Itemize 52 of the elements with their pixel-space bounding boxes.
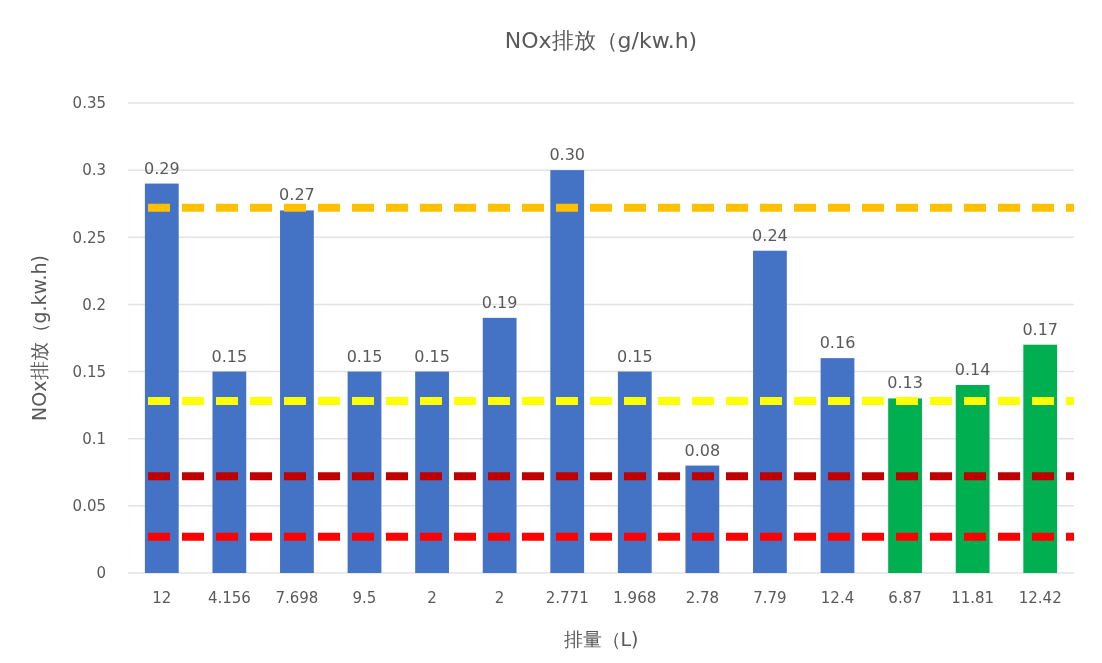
x-tick-label: 2 (427, 589, 437, 607)
bar (685, 465, 720, 573)
bar (212, 371, 247, 573)
bar (888, 398, 922, 573)
x-tick-label: 2.771 (545, 589, 589, 607)
bar (753, 250, 787, 573)
data-label: 0.15 (211, 346, 248, 366)
data-label: 0.14 (954, 360, 991, 379)
data-label: 0.16 (819, 333, 856, 353)
y-tick-label: 0.15 (72, 362, 106, 381)
data-label: 0.24 (752, 225, 788, 245)
x-tick-label: 2.78 (685, 589, 720, 607)
x-tick-label: 12.4 (820, 589, 855, 607)
chart-title: NOx排放（g/kw.h) (504, 28, 698, 53)
data-label: 0.15 (346, 346, 383, 366)
y-tick-label: 0.2 (82, 295, 106, 314)
data-label: 0.15 (414, 346, 450, 366)
x-tick-label: 2 (494, 589, 505, 607)
x-tick-label: 7.79 (753, 589, 787, 607)
x-tick-label: 1.968 (613, 589, 657, 607)
y-tick-label: 0.1 (82, 429, 106, 448)
y-tick-label: 0.35 (72, 94, 106, 113)
data-label: 0.13 (887, 373, 923, 393)
x-tick-label: 12 (152, 589, 172, 607)
y-tick-label: 0.25 (72, 228, 106, 247)
x-tick-label: 12.42 (1018, 589, 1062, 607)
bar (482, 317, 517, 573)
data-label: 0.15 (616, 346, 653, 366)
bar (550, 170, 585, 573)
x-tick-label: 11.81 (951, 589, 995, 607)
y-tick-label: 0.05 (72, 497, 106, 516)
bar (820, 358, 855, 573)
bar (955, 385, 990, 573)
x-axis-title: 排量（L) (563, 628, 639, 650)
bar (144, 183, 179, 573)
bar (415, 371, 449, 573)
x-tick-label: 6.87 (888, 589, 922, 607)
y-tick-label: 0 (96, 564, 106, 583)
data-label: 0.27 (279, 185, 315, 205)
data-label: 0.17 (1022, 319, 1059, 339)
data-label: 0.19 (481, 292, 518, 312)
bar (280, 210, 314, 573)
data-label: 0.30 (549, 145, 586, 165)
data-label: 0.29 (143, 158, 180, 178)
y-tick-label: 0.3 (82, 161, 106, 180)
data-label: 0.08 (684, 440, 721, 460)
x-tick-label: 4.156 (207, 589, 251, 607)
y-axis-title: NOx排放（g.kw.h) (28, 255, 50, 421)
x-tick-label: 9.5 (352, 589, 377, 607)
x-tick-label: 7.698 (275, 589, 319, 607)
bar (1023, 344, 1058, 573)
bar (617, 371, 652, 573)
